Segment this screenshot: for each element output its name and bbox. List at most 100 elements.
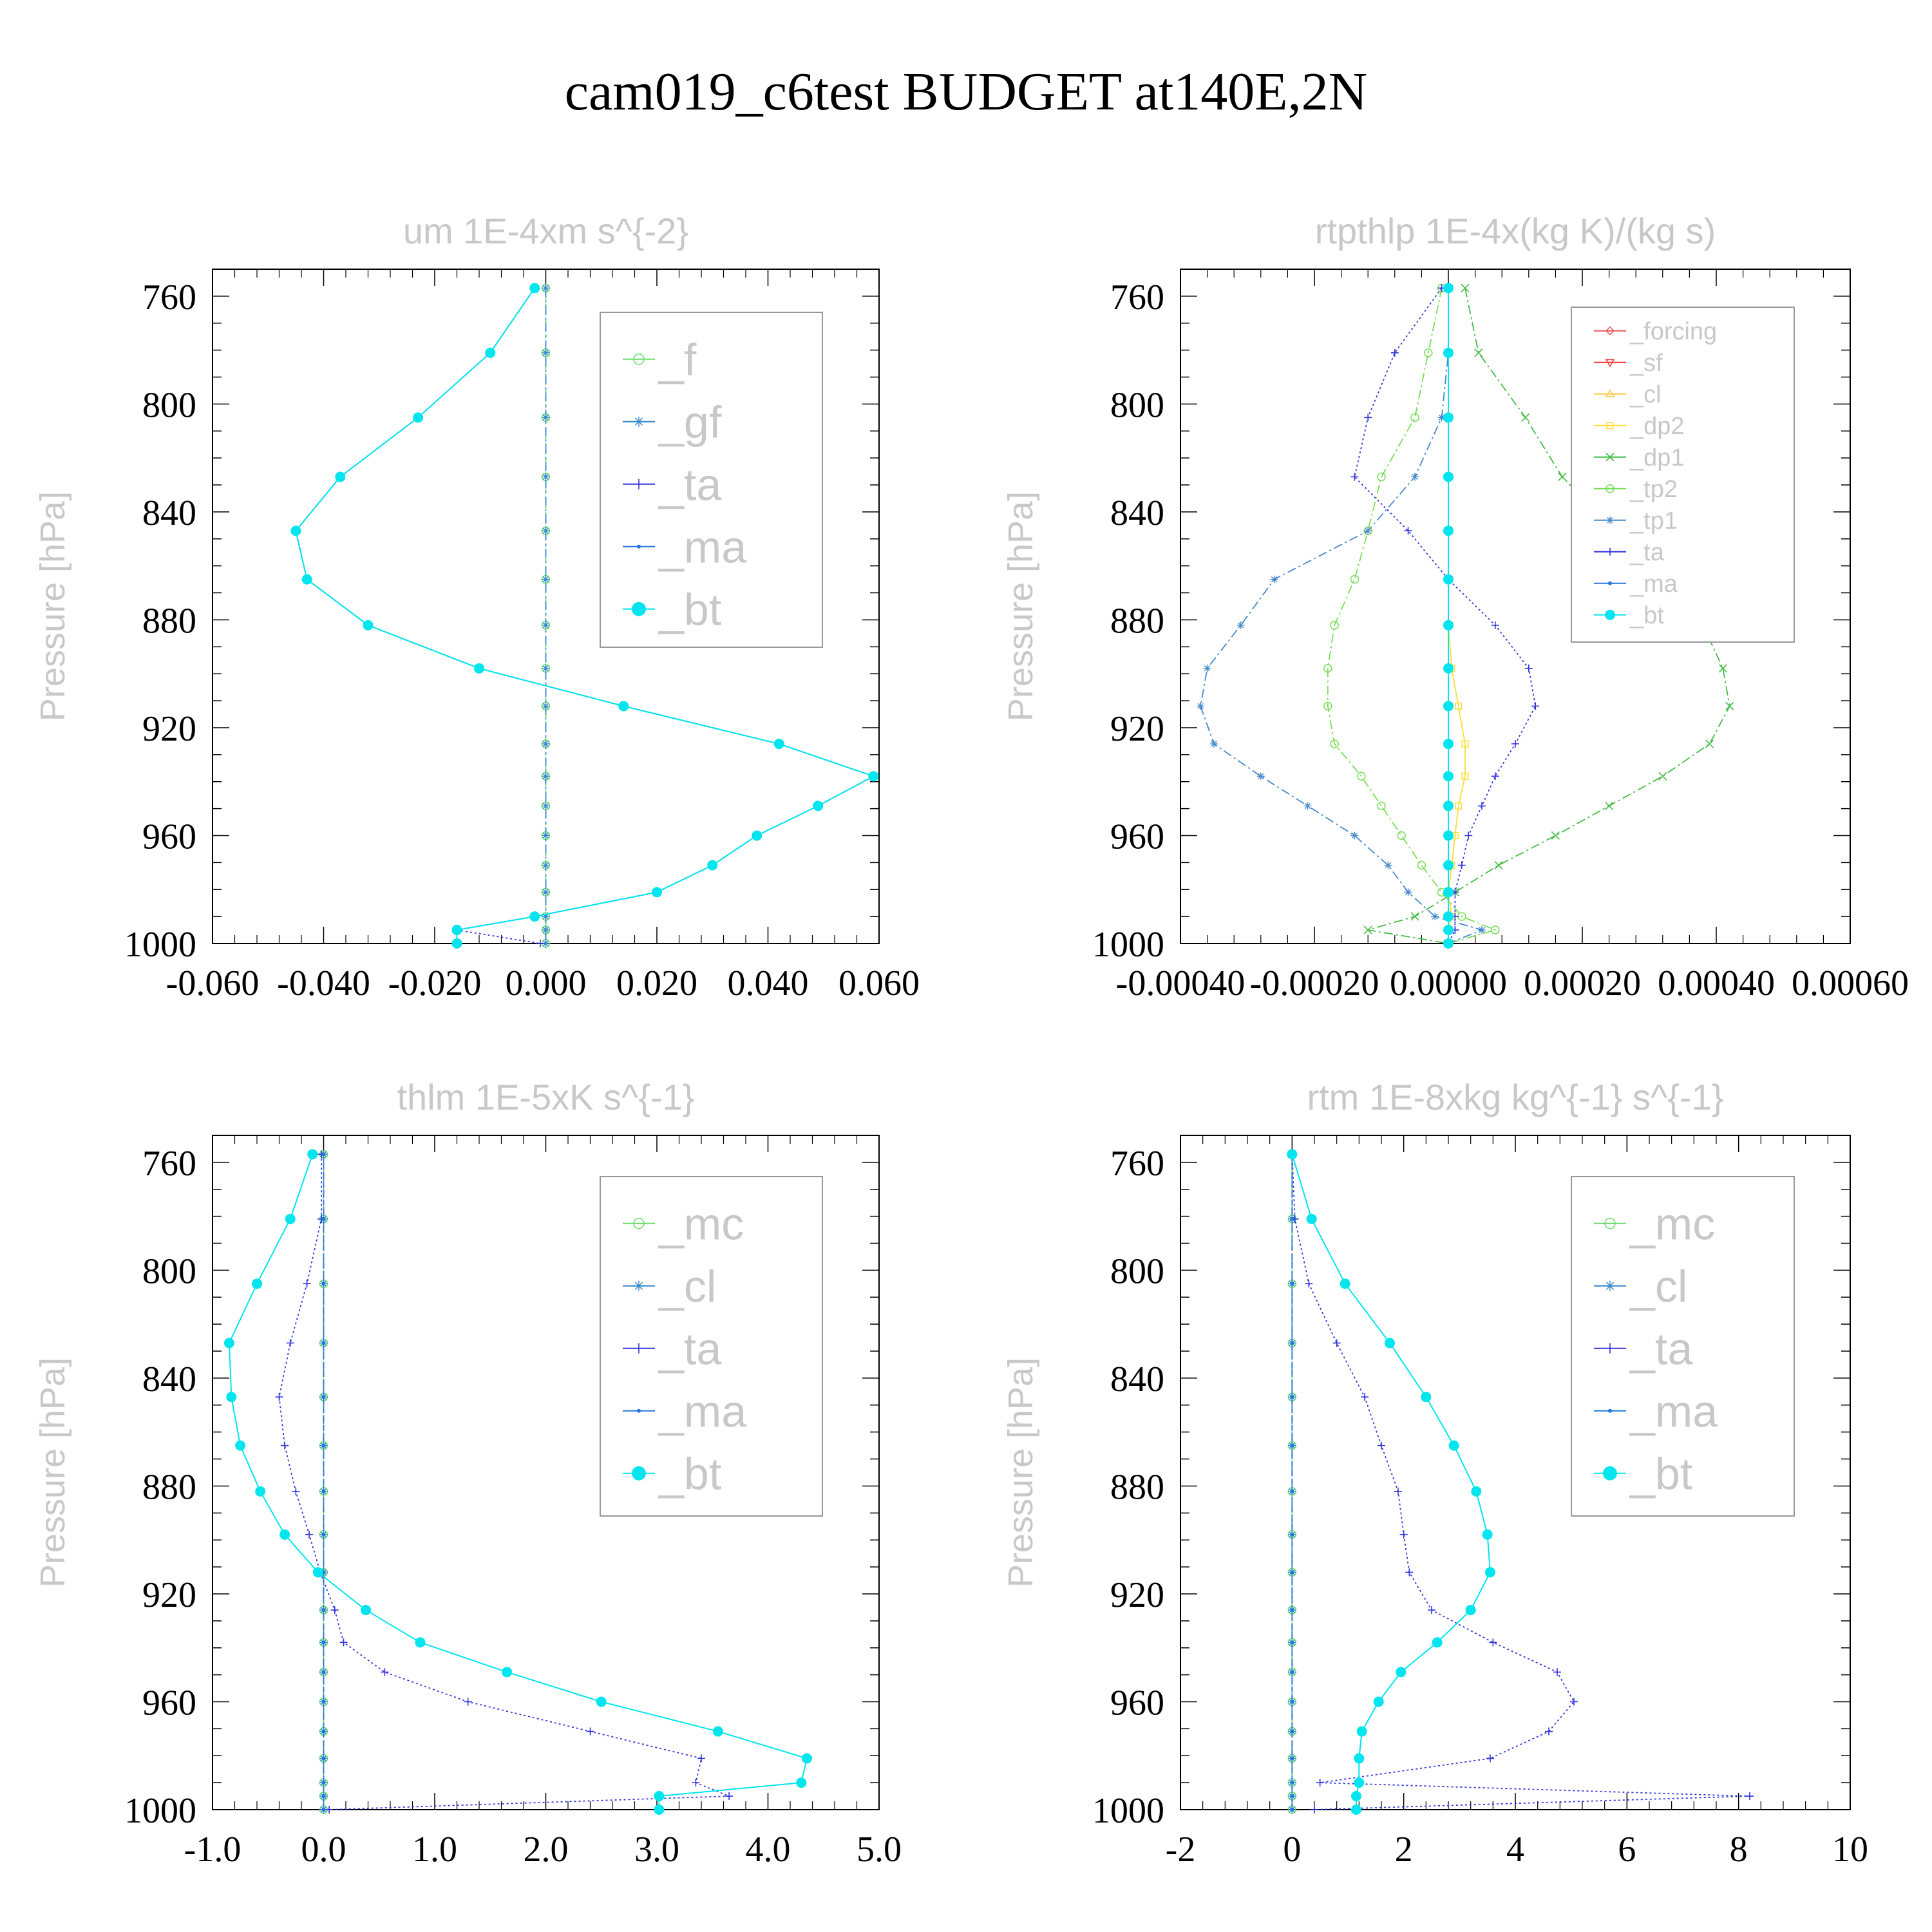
data-point — [542, 802, 550, 810]
legend: _mc _cl _ta _ma _bt — [600, 1176, 823, 1517]
data-point — [1455, 702, 1463, 710]
data-point — [235, 1440, 246, 1451]
data-point — [1350, 574, 1359, 584]
data-point — [1270, 575, 1278, 583]
x-tick-label: 2.0 — [524, 1830, 569, 1870]
data-point — [1511, 740, 1519, 748]
data-point — [1558, 472, 1567, 482]
data-point — [1605, 801, 1614, 810]
data-point — [1351, 1804, 1361, 1815]
data-point — [652, 887, 662, 898]
data-point — [1373, 1696, 1384, 1707]
legend-marker — [1605, 1343, 1615, 1354]
data-point — [542, 740, 550, 748]
data-point — [1464, 831, 1473, 840]
series-tp2 — [1323, 283, 1500, 948]
data-point — [618, 701, 629, 712]
y-axis-label: Pressure [hPa] — [1001, 1358, 1040, 1587]
data-point — [321, 1152, 326, 1157]
data-point — [542, 621, 550, 629]
data-point — [1404, 888, 1412, 896]
x-tick-label: 0.0 — [301, 1830, 346, 1870]
data-point — [654, 1791, 665, 1802]
data-point — [363, 620, 374, 630]
legend-marker — [1608, 1408, 1612, 1413]
x-tick-label: -2 — [1166, 1830, 1196, 1870]
y-tick-label: 880 — [142, 601, 196, 641]
legend-marker — [633, 354, 645, 365]
data-point — [303, 1280, 311, 1288]
x-tick-label: 4 — [1506, 1830, 1524, 1870]
data-point — [1290, 1729, 1294, 1734]
series-line — [1200, 288, 1484, 944]
data-point — [1705, 739, 1714, 748]
x-tick-label: 0.020 — [616, 963, 697, 1003]
data-point — [1290, 1395, 1294, 1399]
data-point — [725, 1792, 734, 1801]
data-point — [1443, 771, 1454, 782]
data-point — [1491, 772, 1499, 781]
data-point — [226, 1392, 237, 1403]
y-tick-label: 880 — [142, 1467, 196, 1507]
x-tick-label: -0.00020 — [1250, 963, 1379, 1003]
data-point — [285, 1213, 296, 1224]
data-point — [321, 1395, 326, 1399]
panel-title: rtpthlp 1E-4x(kg K)/(kg s) — [1315, 211, 1716, 251]
series-line — [1327, 288, 1497, 944]
data-point — [1443, 620, 1454, 630]
y-axis-label: Pressure [hPa] — [1001, 491, 1040, 721]
legend-marker — [1605, 389, 1615, 397]
data-point — [275, 1393, 283, 1401]
legend: _f _gf _ta _ma _bt — [600, 312, 823, 648]
data-point — [1411, 473, 1419, 481]
data-point — [1405, 1568, 1414, 1577]
data-point — [1746, 1792, 1754, 1801]
y-tick-label: 920 — [142, 1575, 196, 1615]
data-point — [1378, 1441, 1385, 1450]
legend-label: _ma — [1629, 1386, 1718, 1436]
data-point — [542, 913, 550, 921]
data-point — [321, 1443, 326, 1448]
figure-title: cam019_c6test BUDGET at140E,2N — [565, 62, 1368, 122]
legend-marker — [634, 1343, 644, 1354]
y-tick-label: 920 — [1110, 1575, 1164, 1615]
data-point — [1491, 925, 1500, 934]
data-point — [1364, 413, 1372, 422]
data-point — [1494, 860, 1503, 870]
legend-label: _ta — [1629, 539, 1665, 566]
x-tick-label: -0.040 — [277, 963, 370, 1003]
series-ta — [275, 1150, 734, 1814]
data-point — [529, 911, 540, 922]
y-tick-label: 960 — [142, 1683, 196, 1723]
y-tick-label: 760 — [1110, 1144, 1164, 1184]
data-point — [1553, 1668, 1561, 1676]
data-point — [1443, 925, 1454, 936]
data-point — [1197, 702, 1205, 710]
data-point — [1443, 830, 1454, 841]
data-point — [413, 412, 424, 423]
legend: _forcing _sf _cl _dp2 _dp1 _tp2 _tp1 _ta _ma _bt — [1571, 307, 1795, 643]
x-tick-label: 0.00040 — [1658, 963, 1775, 1003]
data-point — [1290, 1443, 1294, 1448]
data-point — [1316, 1779, 1324, 1787]
legend-marker — [637, 544, 641, 549]
series-gf — [542, 284, 550, 947]
x-tick-label: 6 — [1618, 1830, 1636, 1870]
legend-label: _bt — [658, 584, 721, 634]
data-point — [1478, 802, 1486, 810]
x-tick-label: 0.00060 — [1792, 963, 1909, 1003]
data-point — [1290, 1640, 1294, 1645]
data-point — [330, 1606, 339, 1615]
data-point — [1725, 701, 1734, 711]
data-point — [1437, 413, 1446, 422]
data-point — [292, 1487, 300, 1495]
y-tick-label: 880 — [1110, 1467, 1164, 1507]
data-point — [1443, 412, 1454, 423]
legend-label: _bt — [658, 1448, 721, 1499]
legend-label: _bt — [1629, 602, 1664, 629]
legend-marker — [1605, 453, 1615, 462]
series-line — [1291, 1154, 1750, 1810]
data-point — [1482, 1529, 1493, 1540]
panel-title: rtm 1E-8xkg kg^{-1} s^{-1} — [1307, 1077, 1723, 1117]
data-point — [596, 1696, 607, 1707]
